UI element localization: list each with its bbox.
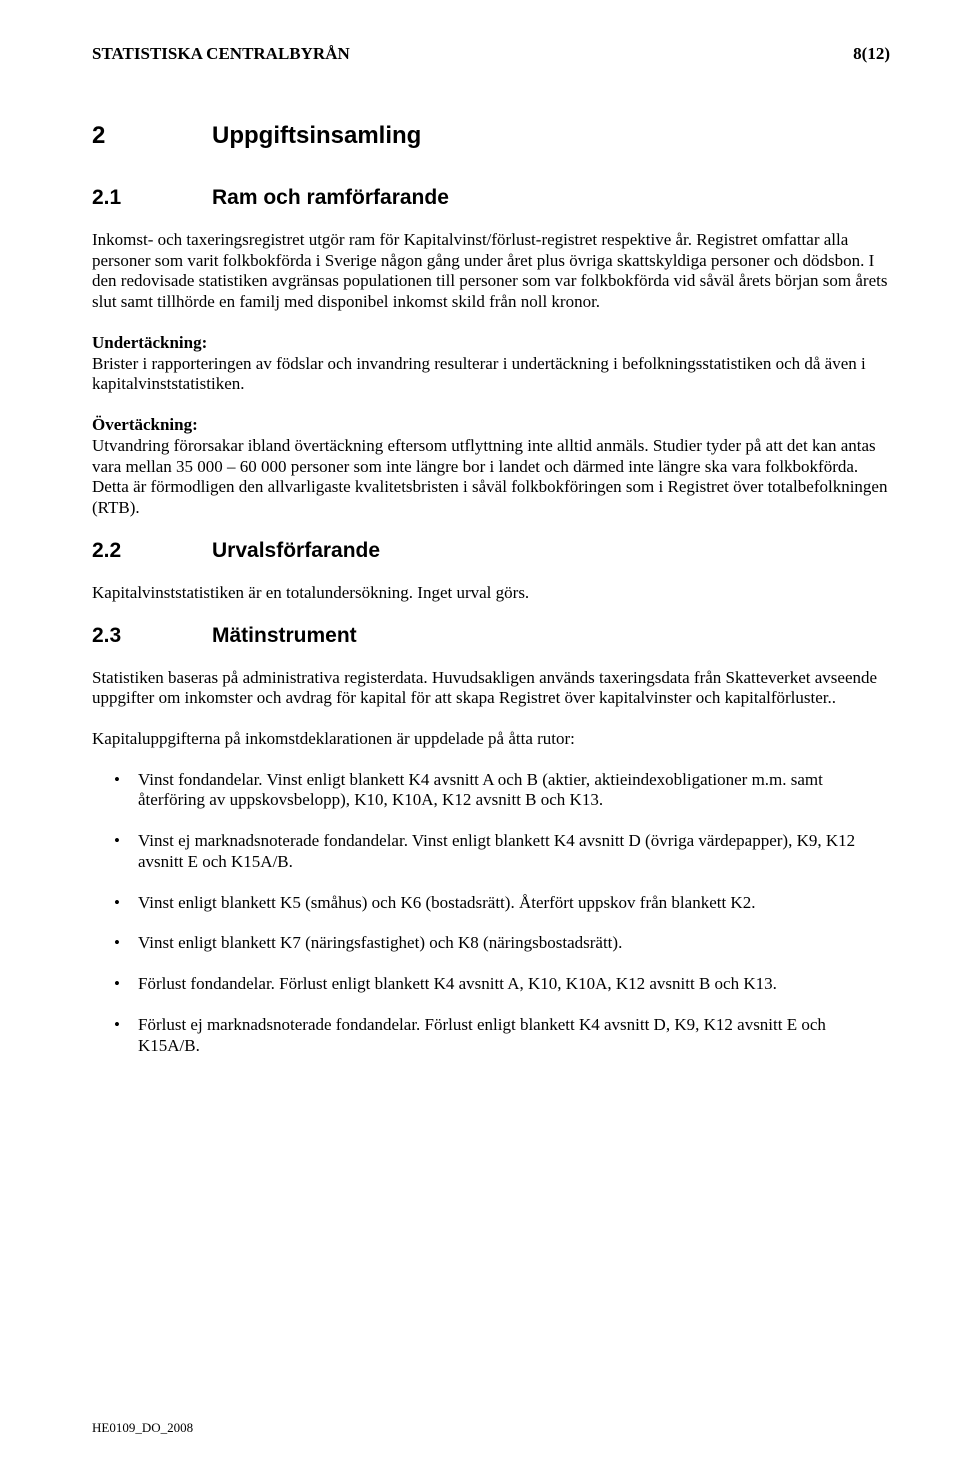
section-2-1-overtext: Övertäckning: Utvandring förorsakar ibla… [92,415,890,519]
header-pagenum: 8(12) [853,44,890,64]
section-2-3-list: Vinst fondandelar. Vinst enligt blankett… [92,770,890,1057]
list-item: Vinst enligt blankett K7 (näringsfastigh… [138,933,890,954]
overtackning-label: Övertäckning: [92,415,198,434]
heading-2-2-number: 2.2 [92,539,212,563]
undertackning-label: Undertäckning: [92,333,207,352]
list-item: Förlust fondandelar. Förlust enligt blan… [138,974,890,995]
heading-2-title: Uppgiftsinsamling [212,122,421,150]
overtackning-text: Utvandring förorsakar ibland övertäcknin… [92,436,887,517]
section-2-3-p1: Statistiken baseras på administrativa re… [92,668,890,709]
heading-2-3-number: 2.3 [92,624,212,648]
section-2-3-p2: Kapitaluppgifterna på inkomstdeklaration… [92,729,890,750]
list-item: Vinst fondandelar. Vinst enligt blankett… [138,770,890,811]
heading-2-number: 2 [92,122,212,150]
heading-2-1-title: Ram och ramförfarande [212,186,449,210]
page-header: STATISTISKA CENTRALBYRÅN 8(12) [92,44,890,64]
heading-2-2-title: Urvalsförfarande [212,539,380,563]
list-item: Vinst enligt blankett K5 (småhus) och K6… [138,893,890,914]
section-2-2-p1: Kapitalvinststatistiken är en totalunder… [92,583,890,604]
heading-2-2: 2.2 Urvalsförfarande [92,539,890,563]
heading-2-1: 2.1 Ram och ramförfarande [92,186,890,210]
heading-2: 2 Uppgiftsinsamling [92,122,890,150]
section-2-1-p1: Inkomst- och taxeringsregistret utgör ra… [92,230,890,313]
header-org: STATISTISKA CENTRALBYRÅN [92,44,350,64]
footer-docid: HE0109_DO_2008 [92,1420,193,1436]
heading-2-3: 2.3 Mätinstrument [92,624,890,648]
heading-2-3-title: Mätinstrument [212,624,357,648]
list-item: Vinst ej marknadsnoterade fondandelar. V… [138,831,890,872]
list-item: Förlust ej marknadsnoterade fondandelar.… [138,1015,890,1056]
undertackning-text: Brister i rapporteringen av födslar och … [92,354,866,394]
heading-2-1-number: 2.1 [92,186,212,210]
section-2-1-undertext: Undertäckning: Brister i rapporteringen … [92,333,890,395]
document-page: STATISTISKA CENTRALBYRÅN 8(12) 2 Uppgift… [0,0,960,1462]
